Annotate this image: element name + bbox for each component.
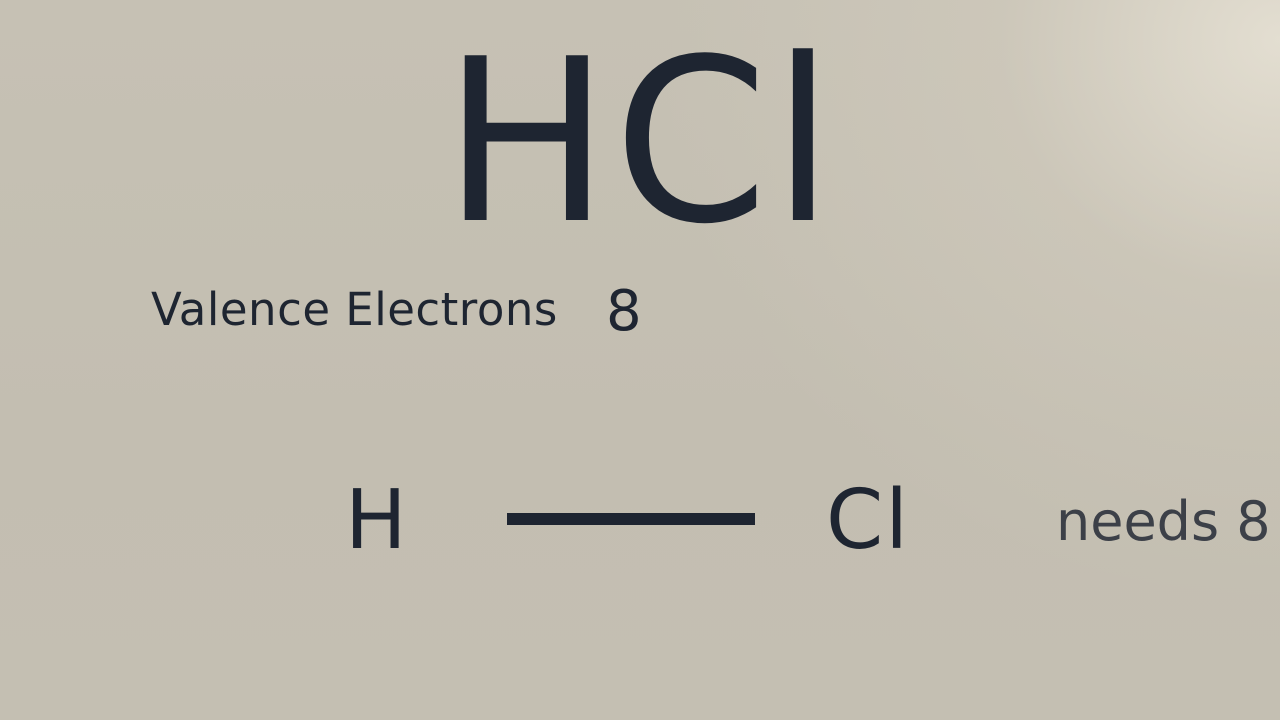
needs-note: needs 8	[1056, 490, 1271, 553]
valence-electrons-value: 8	[606, 279, 642, 344]
valence-electrons-label: Valence Electrons	[151, 283, 558, 336]
hydrogen-atom: H	[345, 473, 407, 568]
chlorine-atom: Cl	[826, 473, 911, 568]
single-bond-line	[507, 513, 755, 525]
formula-title: HCl	[443, 11, 838, 274]
